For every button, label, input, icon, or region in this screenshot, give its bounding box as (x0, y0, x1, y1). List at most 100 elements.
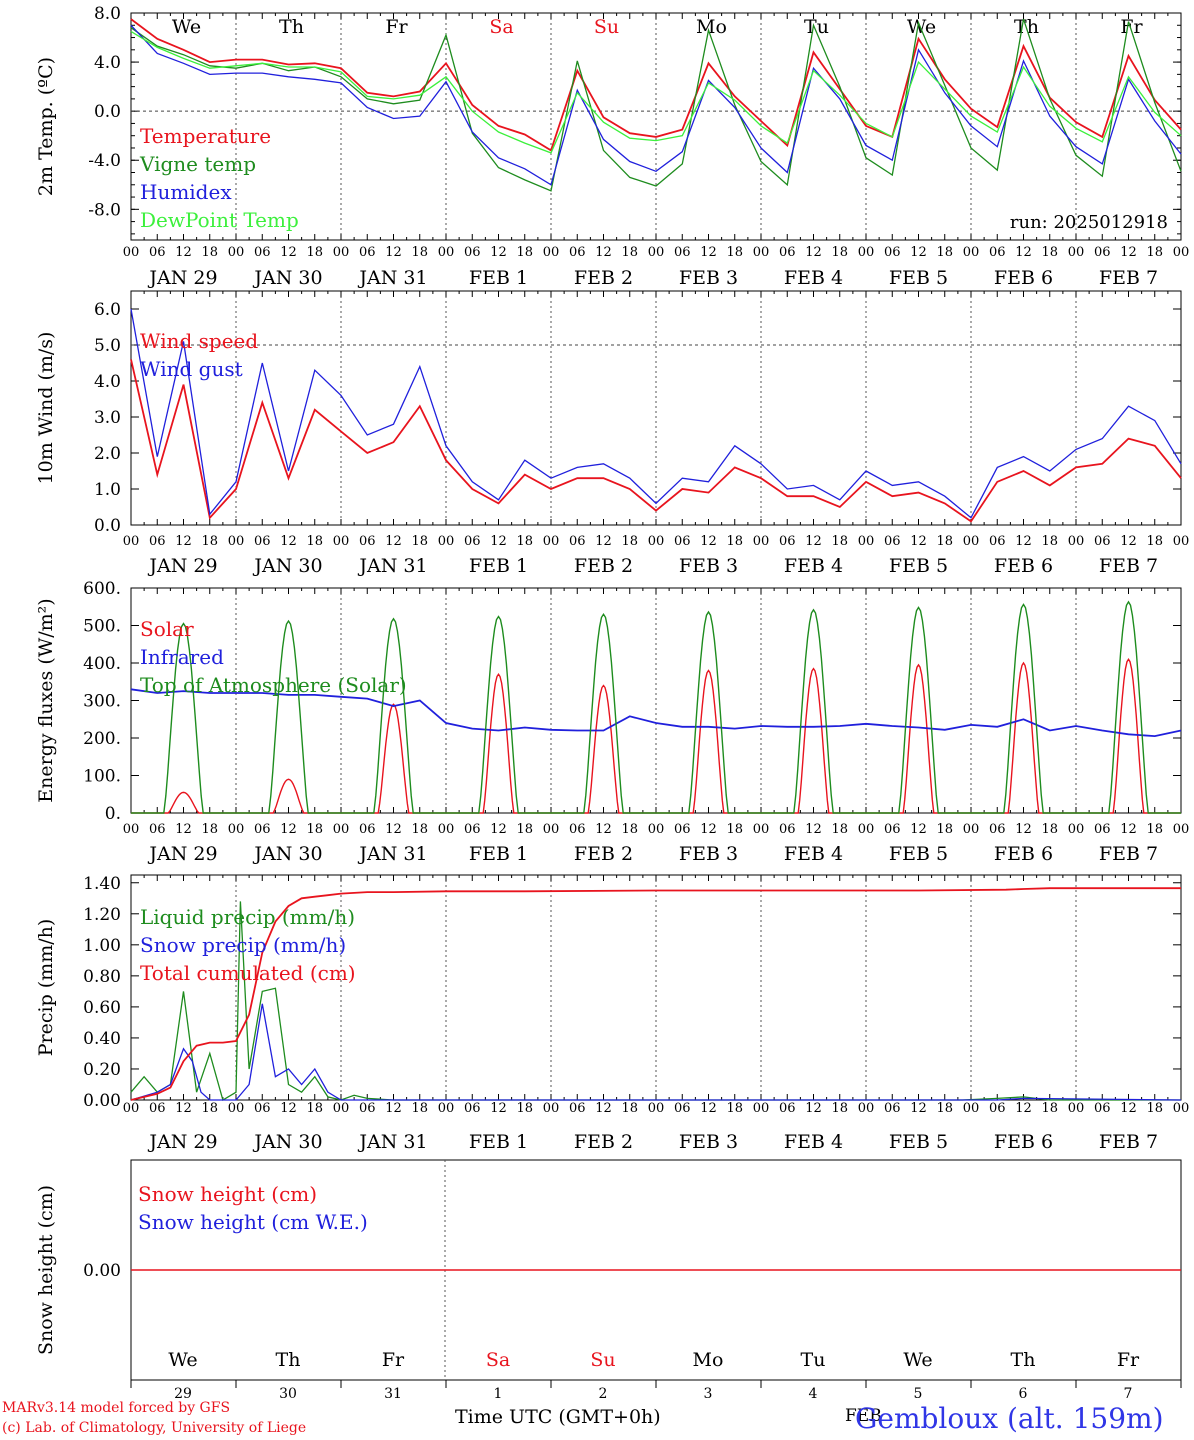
legend-entry: Snow height (cm W.E.) (138, 1210, 368, 1234)
y-tick-label: 8.0 (94, 4, 121, 24)
station-name: Gembloux (alt. 159m) (855, 1402, 1164, 1435)
weekday-label: Tu (804, 16, 829, 38)
day-number: 29 (174, 1386, 192, 1400)
date-label: FEB 3 (679, 267, 738, 289)
date-label: FEB 6 (994, 843, 1053, 865)
hour-label: 06 (1094, 245, 1111, 260)
legend-entry: Vigne temp (139, 152, 256, 176)
hour-label: 00 (228, 1101, 245, 1116)
hour-label: 00 (123, 1101, 140, 1116)
hour-label: 18 (831, 822, 848, 837)
y-axis-label: Energy fluxes (W/m²) (35, 598, 57, 802)
date-label: FEB 4 (784, 267, 843, 289)
panel-precip: 00 06 12 18 00 06 12 18 00 06 12 18 00 06 12 18 00 06 12 18… (35, 874, 1189, 1153)
legend-entry: Total cumulated (cm) (140, 961, 356, 985)
day-number: 2 (599, 1386, 608, 1400)
series-line (131, 600, 1181, 814)
hour-label: 00 (858, 1101, 875, 1116)
hour-label: 00 (858, 534, 875, 549)
hour-label: 12 (385, 245, 402, 260)
series-line (130, 1003, 1182, 1101)
day-number: 3 (704, 1386, 713, 1400)
hour-label: 12 (175, 1101, 192, 1116)
hour-label: 18 (306, 534, 323, 549)
y-tick-label: 5.0 (94, 336, 121, 356)
hour-label: 00 (438, 245, 455, 260)
hour-label: 12 (1015, 822, 1032, 837)
date-label: FEB 3 (679, 555, 738, 577)
hour-label: 00 (543, 245, 560, 260)
hour-label: 18 (411, 1101, 428, 1116)
hour-label: 00 (1068, 1101, 1085, 1116)
hour-label: 06 (149, 822, 166, 837)
legend-entry: Snow height (cm) (138, 1182, 317, 1206)
hour-label: 12 (700, 534, 717, 549)
y-tick-label: 1.20 (83, 905, 121, 925)
hour-label: 18 (306, 1101, 323, 1116)
y-tick-label: -4.0 (88, 151, 121, 171)
hour-label: 12 (805, 822, 822, 837)
hour-label: 12 (280, 1101, 297, 1116)
hour-label: 12 (1015, 245, 1032, 260)
series-line (130, 30, 1182, 154)
hour-label: 06 (1094, 822, 1111, 837)
hour-label: 00 (753, 245, 770, 260)
weekday-label: Fr (382, 1349, 405, 1371)
hour-label: 18 (621, 1101, 638, 1116)
legend-entry: Humidex (140, 180, 232, 204)
date-label: FEB 1 (469, 1131, 528, 1153)
date-label: FEB 2 (574, 1131, 633, 1153)
feb-label: FEB (845, 1406, 882, 1426)
hour-label: 06 (674, 245, 691, 260)
hour-label: 12 (595, 1101, 612, 1116)
y-tick-label: 300. (83, 692, 121, 712)
hour-label: 00 (438, 1101, 455, 1116)
hour-label: 00 (858, 822, 875, 837)
hour-label: 00 (1173, 1101, 1190, 1116)
y-tick-label: 2.0 (94, 444, 121, 464)
series-line (131, 657, 1181, 814)
hour-label: 00 (438, 534, 455, 549)
hour-label: 12 (385, 1101, 402, 1116)
hour-label: 06 (464, 534, 481, 549)
date-label: FEB 5 (889, 1131, 948, 1153)
y-tick-label: 400. (83, 654, 121, 674)
hour-label: 06 (254, 1101, 271, 1116)
hour-label: 06 (149, 1101, 166, 1116)
hour-label: 12 (595, 534, 612, 549)
hour-label: 00 (333, 534, 350, 549)
hour-label: 00 (543, 534, 560, 549)
meteogram: 00 06 12 18 00 06 12 18 00 06 12 18 00 06 12 18 00 06 12 18… (35, 4, 1189, 1400)
hour-label: 06 (779, 534, 796, 549)
hour-label: 12 (490, 245, 507, 260)
hour-label: 18 (1041, 1101, 1058, 1116)
panel-snow: 0.00 Snow height (cm) We 29 Th 30 Fr 31 Sa 1 Su 2 Mo… (35, 1159, 1182, 1400)
date-label: JAN 29 (147, 1131, 217, 1153)
panel-temp: 00 06 12 18 00 06 12 18 00 06 12 18 00 06 12 18 00 06 12 18… (35, 4, 1189, 289)
weekday-label: We (168, 1349, 197, 1371)
day-number: 30 (279, 1386, 297, 1400)
y-tick-label: 6.0 (94, 300, 121, 320)
hour-label: 00 (648, 245, 665, 260)
hour-label: 06 (989, 822, 1006, 837)
weekday-label: Th (279, 16, 304, 38)
time-axis-title: Time UTC (GMT+0h) (455, 1406, 661, 1428)
date-label: FEB 3 (679, 843, 738, 865)
hour-label: 12 (280, 245, 297, 260)
hour-label: 00 (123, 822, 140, 837)
series-line (130, 308, 1182, 519)
hour-label: 06 (464, 245, 481, 260)
weekday-label: Su (590, 1349, 615, 1371)
hour-label: 00 (123, 245, 140, 260)
panel-energy: 00 06 12 18 00 06 12 18 00 06 12 18 00 06 12 18 00 06 12 18… (35, 579, 1189, 865)
hour-label: 00 (963, 534, 980, 549)
hour-label: 06 (674, 822, 691, 837)
hour-label: 06 (569, 822, 586, 837)
date-label: FEB 7 (1099, 843, 1158, 865)
hour-label: 00 (648, 1101, 665, 1116)
hour-label: 12 (385, 534, 402, 549)
date-label: FEB 6 (994, 555, 1053, 577)
hour-label: 00 (333, 1101, 350, 1116)
hour-label: 18 (726, 1101, 743, 1116)
weekday-label: Sa (489, 16, 513, 38)
